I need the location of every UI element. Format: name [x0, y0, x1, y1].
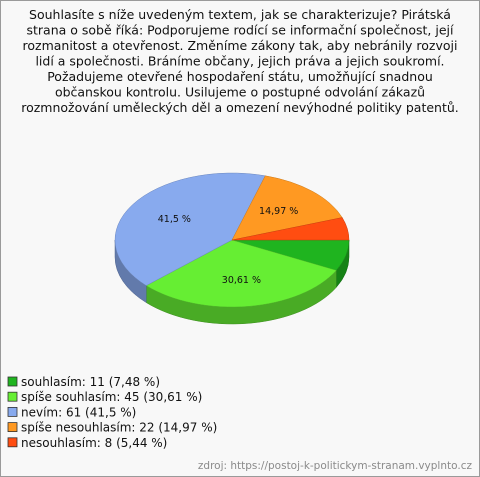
legend-label: nesouhlasím: 8 (5,44 %) — [21, 436, 167, 450]
chart-title: lidí a společnosti. Bráníme občany, jeji… — [35, 54, 444, 69]
pie-slice — [145, 239, 337, 308]
legend-swatch — [7, 391, 18, 402]
legend-swatch — [7, 376, 18, 387]
chart-title: Požadujeme otevřené hospodaření státu, u… — [47, 69, 433, 84]
legend-label: nevím: 61 (41,5 %) — [21, 405, 136, 419]
chart-title: rozmanitost a otevřenost. Změníme zákony… — [23, 38, 458, 53]
legend-label: souhlasím: 11 (7,48 %) — [21, 375, 160, 389]
legend-swatch — [7, 406, 18, 417]
source-note: zdroj: https://postoj-k-politickym-stran… — [198, 460, 473, 472]
legend-swatch — [7, 437, 18, 448]
legend-label: spíše souhlasím: 45 (30,61 %) — [21, 390, 202, 404]
pie-slice — [231, 175, 343, 241]
chart-title: strana o sobě říká: Podporujeme rodící s… — [27, 23, 454, 38]
chart-title: Souhlasíte s níže uvedeným textem, jak s… — [29, 7, 451, 22]
legend-label: spíše nesouhlasím: 22 (14,97 %) — [21, 421, 217, 435]
value-label: 41,5 % — [158, 214, 191, 225]
legend-swatch — [7, 422, 18, 433]
pie-slice — [231, 217, 350, 241]
chart-title: rozmnožování uměleckých děl a omezení ne… — [21, 100, 459, 115]
value-label: 30,61 % — [222, 275, 261, 286]
pie-slice — [114, 172, 266, 286]
chart-title: občanskou kontrolu. Usilujeme o postupné… — [55, 85, 425, 100]
value-label: 14,97 % — [259, 206, 298, 217]
